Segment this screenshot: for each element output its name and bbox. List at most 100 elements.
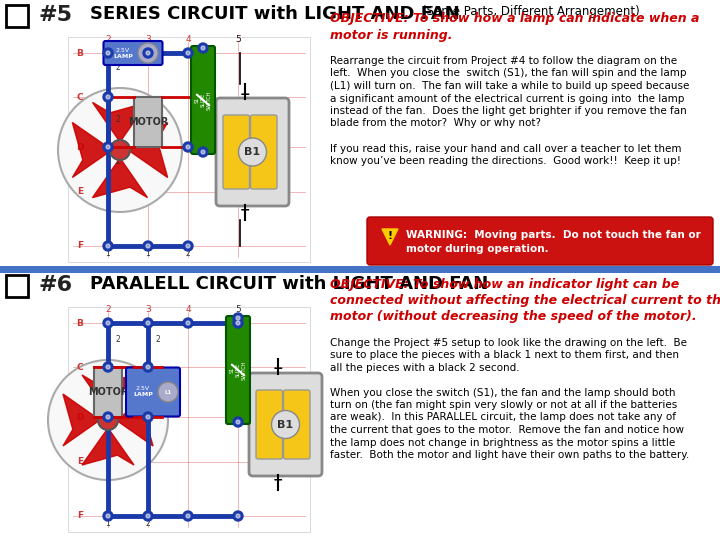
Polygon shape bbox=[92, 158, 148, 198]
Text: MOTOR: MOTOR bbox=[128, 117, 168, 127]
Text: B1: B1 bbox=[244, 147, 261, 157]
Text: E: E bbox=[77, 457, 83, 467]
Text: B1: B1 bbox=[277, 420, 294, 429]
Text: motor during operation.: motor during operation. bbox=[406, 244, 549, 254]
FancyBboxPatch shape bbox=[104, 41, 163, 65]
Circle shape bbox=[103, 412, 113, 422]
FancyBboxPatch shape bbox=[249, 373, 322, 476]
Circle shape bbox=[143, 241, 153, 251]
Circle shape bbox=[58, 88, 182, 212]
Circle shape bbox=[146, 321, 150, 325]
Circle shape bbox=[236, 420, 240, 424]
Text: blade from the motor?  Why or why not?: blade from the motor? Why or why not? bbox=[330, 118, 541, 129]
Text: D: D bbox=[76, 143, 84, 152]
Circle shape bbox=[103, 241, 113, 251]
Text: connected without affecting the electrical current to the: connected without affecting the electric… bbox=[330, 294, 720, 307]
Text: 2: 2 bbox=[105, 306, 111, 314]
Circle shape bbox=[201, 46, 205, 50]
Circle shape bbox=[238, 138, 266, 166]
Text: SERIES CIRCUIT with LIGHT AND FAN: SERIES CIRCUIT with LIGHT AND FAN bbox=[90, 5, 460, 23]
Text: 4: 4 bbox=[185, 36, 191, 44]
Text: 2.5V: 2.5V bbox=[136, 387, 150, 392]
Text: motor (without decreasing the speed of the motor).: motor (without decreasing the speed of t… bbox=[330, 310, 697, 323]
Circle shape bbox=[233, 417, 243, 427]
Text: 1: 1 bbox=[106, 519, 110, 528]
Circle shape bbox=[183, 318, 193, 328]
Bar bbox=[68, 307, 310, 532]
Text: −: − bbox=[239, 204, 250, 217]
Text: 1: 1 bbox=[106, 249, 110, 258]
Circle shape bbox=[186, 321, 190, 325]
FancyBboxPatch shape bbox=[191, 46, 215, 154]
Text: F: F bbox=[77, 511, 83, 521]
Circle shape bbox=[198, 147, 208, 157]
Polygon shape bbox=[82, 428, 134, 465]
Text: C: C bbox=[77, 362, 84, 372]
Circle shape bbox=[143, 318, 153, 328]
Circle shape bbox=[106, 415, 110, 419]
Circle shape bbox=[103, 48, 113, 58]
Text: OBJECTIVE: To show how an indicator light can be: OBJECTIVE: To show how an indicator ligh… bbox=[330, 278, 679, 291]
Text: 5: 5 bbox=[235, 36, 241, 44]
Bar bbox=[6, 5, 28, 27]
Circle shape bbox=[236, 316, 240, 320]
Text: 2: 2 bbox=[116, 63, 121, 72]
FancyBboxPatch shape bbox=[256, 390, 282, 459]
Text: 2: 2 bbox=[116, 158, 121, 166]
Text: 2: 2 bbox=[145, 519, 150, 528]
Circle shape bbox=[143, 362, 153, 372]
Circle shape bbox=[103, 142, 113, 152]
Circle shape bbox=[103, 318, 113, 328]
Text: When you close the switch (S1), the fan and the lamp should both: When you close the switch (S1), the fan … bbox=[330, 388, 675, 397]
FancyBboxPatch shape bbox=[251, 115, 277, 189]
Circle shape bbox=[106, 321, 110, 325]
Text: S1
SLIDE
SWITCH: S1 SLIDE SWITCH bbox=[230, 360, 246, 380]
Polygon shape bbox=[92, 103, 148, 142]
Circle shape bbox=[106, 145, 110, 149]
Circle shape bbox=[271, 410, 300, 438]
Text: (Same Parts, Different Arrangement): (Same Parts, Different Arrangement) bbox=[422, 5, 640, 18]
Bar bbox=[6, 275, 28, 297]
Text: 3: 3 bbox=[145, 306, 151, 314]
Bar bbox=[0, 266, 720, 273]
Polygon shape bbox=[82, 375, 134, 412]
Text: turn on (the fan might spin very slowly or not at all if the batteries: turn on (the fan might spin very slowly … bbox=[330, 400, 678, 410]
Circle shape bbox=[158, 382, 178, 402]
Polygon shape bbox=[116, 394, 153, 446]
Text: Rearrange the circuit from Project #4 to follow the diagram on the: Rearrange the circuit from Project #4 to… bbox=[330, 56, 677, 66]
Text: E: E bbox=[77, 187, 83, 197]
Text: motor is running.: motor is running. bbox=[330, 29, 452, 42]
Text: (L1) will turn on.  The fan will take a while to build up speed because: (L1) will turn on. The fan will take a w… bbox=[330, 81, 689, 91]
Circle shape bbox=[233, 318, 243, 328]
Text: +: + bbox=[239, 87, 250, 100]
Text: sure to place the pieces with a black 1 next to them first, and then: sure to place the pieces with a black 1 … bbox=[330, 350, 679, 361]
Circle shape bbox=[106, 51, 110, 55]
FancyBboxPatch shape bbox=[126, 368, 180, 416]
Circle shape bbox=[103, 511, 113, 521]
Text: D: D bbox=[76, 413, 84, 422]
Circle shape bbox=[186, 51, 190, 55]
Circle shape bbox=[233, 313, 243, 323]
Text: 2: 2 bbox=[116, 115, 121, 124]
Text: all the pieces with a black 2 second.: all the pieces with a black 2 second. bbox=[330, 363, 520, 373]
Text: Change the Project #5 setup to look like the drawing on the left.  Be: Change the Project #5 setup to look like… bbox=[330, 338, 687, 348]
Text: C: C bbox=[77, 92, 84, 102]
Circle shape bbox=[183, 511, 193, 521]
Text: S1
SLIDE
SWITCH: S1 SLIDE SWITCH bbox=[194, 90, 211, 110]
Circle shape bbox=[201, 150, 205, 154]
Text: PARALELL CIRCUIT with LIGHT AND FAN: PARALELL CIRCUIT with LIGHT AND FAN bbox=[90, 275, 488, 293]
Text: #6: #6 bbox=[38, 275, 72, 295]
Circle shape bbox=[183, 142, 193, 152]
Text: 2: 2 bbox=[105, 36, 111, 44]
Circle shape bbox=[186, 145, 190, 149]
Text: LAMP: LAMP bbox=[133, 393, 153, 397]
Text: are weak).  In this PARALLEL circuit, the lamp does not take any of: are weak). In this PARALLEL circuit, the… bbox=[330, 413, 676, 422]
Text: If you read this, raise your hand and call over a teacher to let them: If you read this, raise your hand and ca… bbox=[330, 144, 682, 153]
FancyBboxPatch shape bbox=[223, 115, 250, 189]
Circle shape bbox=[103, 92, 113, 102]
Circle shape bbox=[183, 241, 193, 251]
Circle shape bbox=[146, 244, 150, 248]
Text: 2: 2 bbox=[116, 335, 121, 344]
Text: the current that goes to the motor.  Remove the fan and notice how: the current that goes to the motor. Remo… bbox=[330, 425, 684, 435]
FancyBboxPatch shape bbox=[284, 390, 310, 459]
